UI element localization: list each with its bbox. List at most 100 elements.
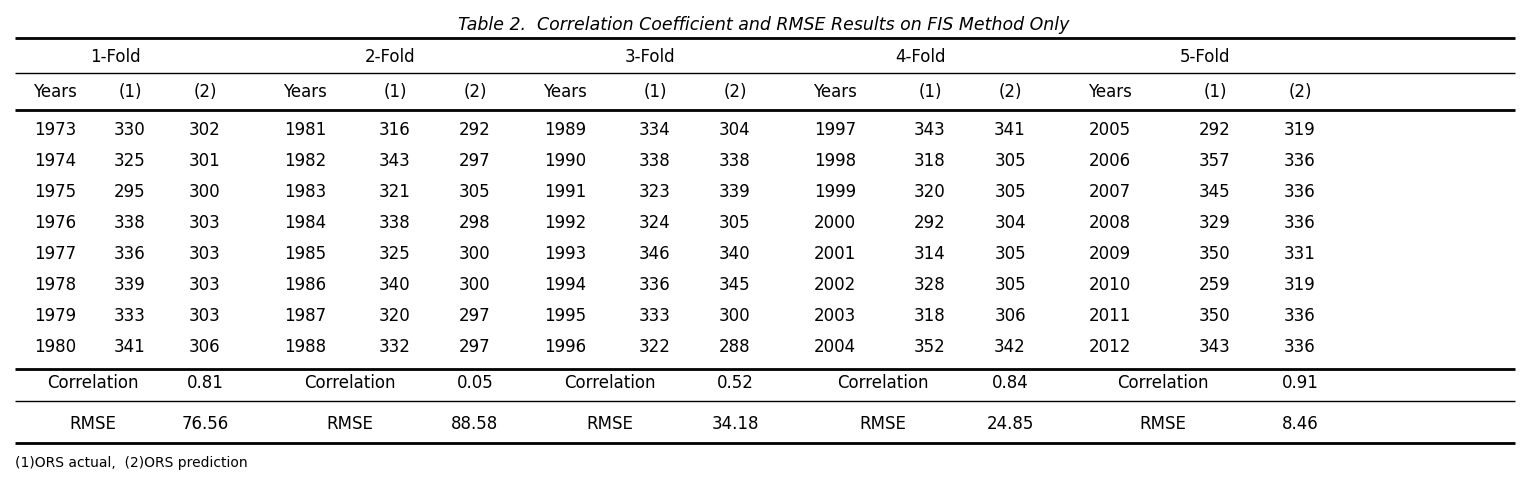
Text: 297: 297	[460, 152, 490, 170]
Text: Correlation: Correlation	[837, 374, 927, 392]
Text: 336: 336	[1284, 307, 1316, 325]
Text: 297: 297	[460, 307, 490, 325]
Text: 2-Fold: 2-Fold	[365, 48, 416, 66]
Text: 318: 318	[914, 307, 946, 325]
Text: 2006: 2006	[1089, 152, 1131, 170]
Text: 1982: 1982	[284, 152, 325, 170]
Text: 305: 305	[460, 183, 490, 201]
Text: 345: 345	[1199, 183, 1232, 201]
Text: 301: 301	[189, 152, 222, 170]
Text: 24.85: 24.85	[986, 415, 1033, 433]
Text: Correlation: Correlation	[1117, 374, 1209, 392]
Text: 334: 334	[639, 121, 671, 139]
Text: 336: 336	[1284, 214, 1316, 232]
Text: 0.84: 0.84	[992, 374, 1028, 392]
Text: 338: 338	[639, 152, 671, 170]
Text: Years: Years	[1088, 83, 1132, 101]
Text: Correlation: Correlation	[564, 374, 656, 392]
Text: 343: 343	[914, 121, 946, 139]
Text: 339: 339	[115, 276, 145, 294]
Text: 0.52: 0.52	[717, 374, 753, 392]
Text: 4-Fold: 4-Fold	[895, 48, 946, 66]
Text: 297: 297	[460, 338, 490, 356]
Text: 1993: 1993	[544, 245, 587, 263]
Text: (1): (1)	[918, 83, 941, 101]
Text: (2): (2)	[193, 83, 217, 101]
Text: (1)ORS actual,  (2)ORS prediction: (1)ORS actual, (2)ORS prediction	[15, 456, 248, 470]
Text: Correlation: Correlation	[304, 374, 396, 392]
Text: 333: 333	[639, 307, 671, 325]
Text: 88.58: 88.58	[451, 415, 498, 433]
Text: 324: 324	[639, 214, 671, 232]
Text: 288: 288	[720, 338, 750, 356]
Text: 0.05: 0.05	[457, 374, 494, 392]
Text: 8.46: 8.46	[1282, 415, 1319, 433]
Text: 5-Fold: 5-Fold	[1180, 48, 1230, 66]
Text: 332: 332	[379, 338, 411, 356]
Text: 300: 300	[460, 245, 490, 263]
Text: 336: 336	[1284, 152, 1316, 170]
Text: 304: 304	[720, 121, 750, 139]
Text: 3-Fold: 3-Fold	[625, 48, 675, 66]
Text: 1975: 1975	[34, 183, 76, 201]
Text: 322: 322	[639, 338, 671, 356]
Text: 319: 319	[1284, 276, 1316, 294]
Text: 321: 321	[379, 183, 411, 201]
Text: 1977: 1977	[34, 245, 76, 263]
Text: 345: 345	[720, 276, 750, 294]
Text: 316: 316	[379, 121, 411, 139]
Text: 1981: 1981	[284, 121, 325, 139]
Text: 1995: 1995	[544, 307, 587, 325]
Text: 1983: 1983	[284, 183, 325, 201]
Text: 320: 320	[379, 307, 411, 325]
Text: (1): (1)	[118, 83, 142, 101]
Text: 34.18: 34.18	[711, 415, 759, 433]
Text: Years: Years	[813, 83, 857, 101]
Text: 2009: 2009	[1089, 245, 1131, 263]
Text: 320: 320	[914, 183, 946, 201]
Text: 325: 325	[115, 152, 145, 170]
Text: 300: 300	[189, 183, 222, 201]
Text: 292: 292	[1199, 121, 1232, 139]
Text: 1984: 1984	[284, 214, 325, 232]
Text: 343: 343	[1199, 338, 1232, 356]
Text: 303: 303	[189, 245, 222, 263]
Text: 336: 336	[639, 276, 671, 294]
Text: 292: 292	[914, 214, 946, 232]
Text: 336: 336	[115, 245, 145, 263]
Text: 306: 306	[995, 307, 1025, 325]
Text: 2001: 2001	[814, 245, 856, 263]
Text: (2): (2)	[1288, 83, 1311, 101]
Text: (1): (1)	[643, 83, 666, 101]
Text: 2007: 2007	[1089, 183, 1131, 201]
Text: 323: 323	[639, 183, 671, 201]
Text: 305: 305	[995, 276, 1025, 294]
Text: 298: 298	[460, 214, 490, 232]
Text: 1990: 1990	[544, 152, 587, 170]
Text: 333: 333	[115, 307, 147, 325]
Text: 300: 300	[460, 276, 490, 294]
Text: 352: 352	[914, 338, 946, 356]
Text: 2010: 2010	[1089, 276, 1131, 294]
Text: 76.56: 76.56	[182, 415, 229, 433]
Text: RMSE: RMSE	[327, 415, 373, 433]
Text: 2011: 2011	[1089, 307, 1131, 325]
Text: 318: 318	[914, 152, 946, 170]
Text: 331: 331	[1284, 245, 1316, 263]
Text: 341: 341	[115, 338, 145, 356]
Text: 1999: 1999	[814, 183, 856, 201]
Text: 336: 336	[1284, 338, 1316, 356]
Text: 343: 343	[379, 152, 411, 170]
Text: Years: Years	[542, 83, 587, 101]
Text: 338: 338	[115, 214, 145, 232]
Text: 2003: 2003	[814, 307, 856, 325]
Text: 328: 328	[914, 276, 946, 294]
Text: 330: 330	[115, 121, 145, 139]
Text: 338: 338	[379, 214, 411, 232]
Text: 314: 314	[914, 245, 946, 263]
Text: 1979: 1979	[34, 307, 76, 325]
Text: 2012: 2012	[1089, 338, 1131, 356]
Text: 0.81: 0.81	[186, 374, 223, 392]
Text: (2): (2)	[723, 83, 747, 101]
Text: 1986: 1986	[284, 276, 325, 294]
